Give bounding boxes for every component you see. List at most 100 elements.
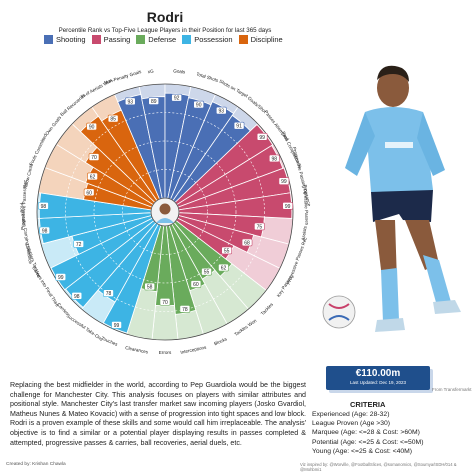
value-label: 58	[147, 285, 153, 291]
value-badge	[268, 154, 280, 163]
value-label: 98	[42, 228, 48, 234]
category-label: Yellow Cards	[22, 162, 34, 190]
legend-label: Possession	[194, 35, 233, 44]
category-label: Goals	[173, 68, 186, 74]
legend-swatch	[182, 35, 192, 44]
category-label: Key Passes	[276, 274, 293, 298]
value-badge	[193, 100, 205, 109]
footer-inspired-by: Viz inspired by: @Worville, @FootballSli…	[300, 462, 457, 472]
value-badge	[233, 121, 245, 130]
value-label: 78	[106, 291, 112, 297]
value-badge	[124, 97, 136, 106]
category-label: Touches	[101, 336, 119, 348]
legend-swatch	[91, 35, 101, 44]
legend-swatch	[238, 35, 248, 44]
category-label: Progressive Passes	[303, 184, 310, 225]
legend-label: Shooting	[56, 35, 86, 44]
category-label: % of Aerials Won	[80, 78, 113, 100]
category-label: Interceptions	[180, 345, 207, 355]
last-updated: Last Updated: Dec 19, 2023	[349, 380, 407, 385]
value-label: 72	[76, 242, 82, 248]
value-badge	[86, 122, 97, 131]
value-label: 99	[114, 323, 120, 329]
value-label: 99	[58, 275, 64, 281]
value-badge	[111, 321, 122, 329]
grid-ring	[93, 140, 237, 284]
value-badge	[39, 226, 50, 235]
value-label: 55	[224, 248, 230, 254]
value-badge	[73, 240, 84, 248]
player-image	[322, 65, 461, 332]
value-badge	[254, 222, 265, 231]
value-label: 75	[257, 224, 263, 230]
value-label: 99	[285, 204, 291, 210]
legend-swatch	[136, 35, 146, 44]
value-badge	[88, 153, 100, 161]
value-label: 78	[182, 307, 188, 313]
value-badge	[87, 172, 98, 181]
value-label: 92	[174, 96, 180, 102]
value-badge	[278, 177, 290, 186]
value-badge	[216, 106, 227, 115]
value-badge	[221, 246, 232, 255]
value-label: 85	[110, 117, 116, 123]
legend-item-defense: Defense	[136, 35, 176, 44]
value-badge	[171, 93, 182, 102]
legend-item-discipline: Discipline	[238, 35, 283, 44]
outer-ring	[36, 83, 294, 341]
criteria-list: Experienced (Age: 28-32) League Proven (…	[312, 410, 423, 456]
value-label: 70	[162, 300, 168, 306]
grid-ring	[122, 169, 208, 255]
value-label: 98	[74, 294, 80, 300]
criteria-item: Potential (Age: <=25 & Cost: <=50M)	[312, 438, 424, 446]
value-label: 90	[89, 125, 95, 131]
market-value-box: €110.00m Last Updated: Dec 19, 2023	[326, 366, 430, 390]
legend-item-passing: Passing	[91, 35, 131, 44]
legend: Shooting Passing Defense Possession Disc…	[44, 35, 304, 44]
value-label: 90	[196, 103, 202, 109]
value-badge	[190, 280, 202, 288]
value-badge	[218, 263, 229, 272]
value-label: 60	[193, 282, 199, 288]
criteria-item: Young (Age: <=25 & Cost: <40M)	[312, 447, 413, 455]
category-label: Fouls Committed	[28, 133, 48, 167]
value-label: 89	[151, 99, 157, 105]
value-badge	[148, 97, 160, 105]
value-badge	[256, 132, 268, 141]
footer-created-by: Created by: Krishan Chawla	[6, 462, 66, 467]
value-label: 55	[204, 270, 210, 276]
category-label: Own Goals	[44, 114, 62, 136]
value-badge	[179, 305, 191, 313]
value-label: 99	[259, 135, 265, 141]
grid-ring	[65, 112, 265, 312]
value-label: 62	[221, 266, 227, 272]
legend-item-possession: Possession	[182, 35, 233, 44]
category-label: Shots on Target	[218, 78, 249, 98]
value-badge	[83, 188, 95, 197]
value-label: 93	[219, 109, 225, 115]
player-avatar-head	[159, 203, 171, 215]
value-badge	[282, 201, 294, 210]
legend-label: Passing	[103, 35, 131, 44]
chart-title: Rodri	[146, 9, 184, 25]
category-label: Total Shots	[196, 71, 220, 83]
category-label: Tackles	[260, 301, 275, 316]
legend-swatch	[44, 35, 53, 44]
value-badge	[107, 114, 119, 123]
criteria-item: Marquee (Age: <=28 & Cost: >60M)	[312, 429, 420, 437]
value-label: 99	[281, 179, 287, 185]
value-label: 93	[127, 99, 133, 105]
criteria-title: CRITERIA	[350, 400, 386, 409]
value-label: 70	[91, 155, 97, 161]
value-label: 68	[244, 240, 250, 246]
legend-label: Discipline	[250, 35, 283, 44]
legend-label: Defense	[148, 35, 177, 44]
category-label: xG	[148, 69, 155, 75]
chart-subtitle: Percentile Rank vs Top-Five League Playe…	[58, 27, 272, 34]
value-badge	[159, 298, 171, 306]
category-label: Clearances	[125, 345, 149, 355]
description-text: Replacing the best midfielder in the wor…	[10, 381, 306, 447]
value-badge	[103, 289, 114, 297]
category-label: Blocks	[213, 336, 228, 346]
value-badge	[144, 282, 155, 291]
